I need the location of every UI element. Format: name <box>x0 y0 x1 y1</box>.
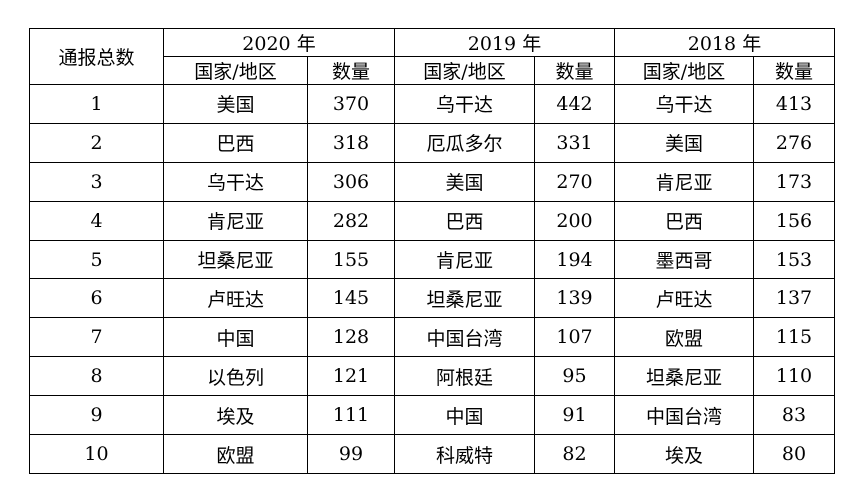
country-cell-2018: 墨西哥 <box>614 239 754 280</box>
count-cell-2019: 270 <box>534 161 615 202</box>
table-row: 3 乌干达 306 美国 270 肯尼亚 173 <box>29 161 835 202</box>
count-cell-2019: 95 <box>534 356 615 397</box>
count-cell-2020: 318 <box>307 122 395 163</box>
rank-cell: 8 <box>29 356 164 397</box>
country-cell-2019: 肯尼亚 <box>394 239 535 280</box>
country-cell-2019: 乌干达 <box>394 84 535 124</box>
count-cell-2020: 145 <box>307 278 395 319</box>
count-cell-2020: 370 <box>307 84 395 124</box>
year-header-row: 通报总数 2020 年 2019 年 2018 年 <box>29 28 835 85</box>
count-cell-2018: 173 <box>753 161 835 202</box>
country-cell-2019: 科威特 <box>394 434 535 474</box>
count-cell-2020: 155 <box>307 239 395 280</box>
country-cell-2019: 巴西 <box>394 200 535 241</box>
rank-cell: 4 <box>29 200 164 241</box>
table-row: 2 巴西 318 厄瓜多尔 331 美国 276 <box>29 122 835 163</box>
country-cell-2020: 美国 <box>163 84 308 124</box>
count-cell-2019: 139 <box>534 278 615 319</box>
country-cell-2018: 坦桑尼亚 <box>614 356 754 397</box>
country-cell-2020: 肯尼亚 <box>163 200 308 241</box>
rank-cell: 7 <box>29 317 164 358</box>
table-row: 1 美国 370 乌干达 442 乌干达 413 <box>29 84 835 124</box>
country-cell-2018: 巴西 <box>614 200 754 241</box>
count-cell-2019: 107 <box>534 317 615 358</box>
count-header-2018: 数量 <box>753 56 835 85</box>
country-cell-2020: 欧盟 <box>163 434 308 474</box>
country-cell-2020: 乌干达 <box>163 161 308 202</box>
table-row: 6 卢旺达 145 坦桑尼亚 139 卢旺达 137 <box>29 278 835 319</box>
country-cell-2019: 坦桑尼亚 <box>394 278 535 319</box>
rank-cell: 5 <box>29 239 164 280</box>
table-row: 8 以色列 121 阿根廷 95 坦桑尼亚 110 <box>29 356 835 397</box>
count-cell-2018: 276 <box>753 122 835 163</box>
rank-cell: 10 <box>29 434 164 474</box>
rank-cell: 9 <box>29 395 164 436</box>
country-cell-2020: 坦桑尼亚 <box>163 239 308 280</box>
count-cell-2018: 110 <box>753 356 835 397</box>
count-cell-2018: 156 <box>753 200 835 241</box>
count-cell-2019: 82 <box>534 434 615 474</box>
table-row: 4 肯尼亚 282 巴西 200 巴西 156 <box>29 200 835 241</box>
count-cell-2018: 83 <box>753 395 835 436</box>
country-cell-2018: 埃及 <box>614 434 754 474</box>
rank-column-header: 通报总数 <box>29 28 164 85</box>
count-cell-2018: 137 <box>753 278 835 319</box>
country-header-2020: 国家/地区 <box>163 56 308 85</box>
count-cell-2020: 306 <box>307 161 395 202</box>
count-cell-2018: 115 <box>753 317 835 358</box>
rank-cell: 3 <box>29 161 164 202</box>
country-cell-2020: 以色列 <box>163 356 308 397</box>
count-cell-2019: 194 <box>534 239 615 280</box>
count-cell-2020: 128 <box>307 317 395 358</box>
year-header-2018: 2018 年 <box>614 28 835 57</box>
rank-cell: 2 <box>29 122 164 163</box>
country-cell-2018: 卢旺达 <box>614 278 754 319</box>
country-cell-2018: 乌干达 <box>614 84 754 124</box>
country-cell-2020: 埃及 <box>163 395 308 436</box>
country-cell-2018: 肯尼亚 <box>614 161 754 202</box>
count-header-2020: 数量 <box>307 56 395 85</box>
country-header-2018: 国家/地区 <box>614 56 754 85</box>
count-cell-2020: 99 <box>307 434 395 474</box>
rank-cell: 1 <box>29 84 164 124</box>
year-header-2020: 2020 年 <box>163 28 395 57</box>
country-cell-2019: 阿根廷 <box>394 356 535 397</box>
count-cell-2019: 442 <box>534 84 615 124</box>
table-body: 1 美国 370 乌干达 442 乌干达 413 2 巴西 318 厄瓜多尔 331 美国 276 3 乌干达… <box>29 84 835 474</box>
count-cell-2018: 153 <box>753 239 835 280</box>
table-row: 7 中国 128 中国台湾 107 欧盟 115 <box>29 317 835 358</box>
country-cell-2020: 中国 <box>163 317 308 358</box>
year-header-2019: 2019 年 <box>394 28 615 57</box>
country-cell-2019: 中国 <box>394 395 535 436</box>
country-header-2019: 国家/地区 <box>394 56 535 85</box>
count-cell-2020: 111 <box>307 395 395 436</box>
count-cell-2020: 282 <box>307 200 395 241</box>
table-row: 9 埃及 111 中国 91 中国台湾 83 <box>29 395 835 436</box>
country-cell-2019: 中国台湾 <box>394 317 535 358</box>
sub-header-row: 国家/地区 数量 国家/地区 数量 国家/地区 数量 <box>30 56 835 85</box>
rank-cell: 6 <box>29 278 164 319</box>
notification-ranking-table: 通报总数 2020 年 2019 年 2018 年 国家/地区 数量 国家/地区… <box>29 28 835 474</box>
country-cell-2020: 巴西 <box>163 122 308 163</box>
country-cell-2018: 欧盟 <box>614 317 754 358</box>
country-cell-2018: 美国 <box>614 122 754 163</box>
count-cell-2018: 413 <box>753 84 835 124</box>
count-cell-2018: 80 <box>753 434 835 474</box>
country-cell-2019: 厄瓜多尔 <box>394 122 535 163</box>
count-cell-2019: 331 <box>534 122 615 163</box>
country-cell-2020: 卢旺达 <box>163 278 308 319</box>
country-cell-2019: 美国 <box>394 161 535 202</box>
count-cell-2019: 200 <box>534 200 615 241</box>
count-header-2019: 数量 <box>534 56 615 85</box>
count-cell-2020: 121 <box>307 356 395 397</box>
count-cell-2019: 91 <box>534 395 615 436</box>
country-cell-2018: 中国台湾 <box>614 395 754 436</box>
table-row: 5 坦桑尼亚 155 肯尼亚 194 墨西哥 153 <box>29 239 835 280</box>
table-row: 10 欧盟 99 科威特 82 埃及 80 <box>29 434 835 474</box>
